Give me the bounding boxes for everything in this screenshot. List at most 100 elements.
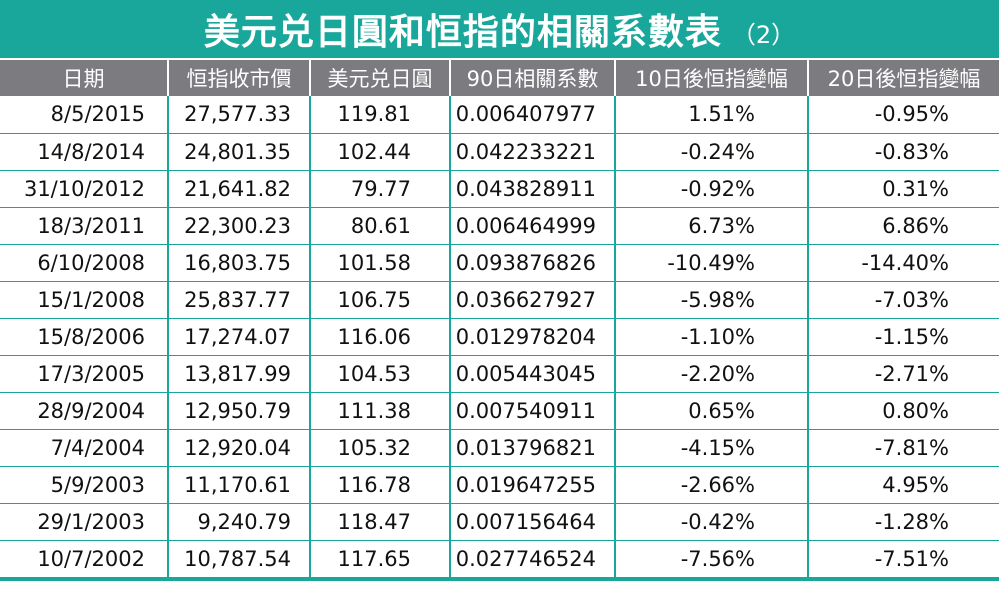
header-change-10d: 10日後恒指變幅 bbox=[615, 60, 809, 96]
cell-change-10d: -4.15% bbox=[615, 429, 809, 467]
cell-hsi-close: 24,801.35 bbox=[168, 133, 311, 171]
table-row: 15/1/2008 25,837.77 106.75 0.036627927 -5.98… bbox=[0, 281, 999, 319]
cell-correlation-90d: 0.042233221 bbox=[450, 133, 616, 171]
cell-change-10d: -5.98% bbox=[615, 281, 809, 319]
cell-usdjpy: 106.75 bbox=[310, 281, 451, 319]
cell-change-10d: -2.20% bbox=[615, 355, 809, 393]
cell-change-20d: -7.81% bbox=[808, 429, 999, 467]
cell-date: 7/4/2004 bbox=[0, 429, 169, 467]
cell-hsi-close: 9,240.79 bbox=[168, 503, 311, 541]
table-row: 8/5/2015 27,577.33 119.81 0.006407977 1.51% -… bbox=[0, 96, 999, 134]
table-row: 6/10/2008 16,803.75 101.58 0.093876826 -10.4… bbox=[0, 244, 999, 282]
cell-correlation-90d: 0.007540911 bbox=[450, 392, 616, 430]
cell-usdjpy: 104.53 bbox=[310, 355, 451, 393]
header-date: 日期 bbox=[0, 60, 169, 96]
header-correlation-90d: 90日相關系數 bbox=[450, 60, 616, 96]
cell-hsi-close: 10,787.54 bbox=[168, 540, 311, 578]
cell-change-10d: -10.49% bbox=[615, 244, 809, 282]
table-body: 8/5/2015 27,577.33 119.81 0.006407977 1.51% -… bbox=[0, 96, 999, 578]
cell-change-10d: 0.65% bbox=[615, 392, 809, 430]
table-subtitle: （2） bbox=[731, 20, 796, 49]
correlation-table: 日期 恒指收市價 美元兑日圓 90日相關系數 10日後恒指變幅 20日後恒指變幅… bbox=[0, 60, 999, 578]
cell-change-20d: -1.15% bbox=[808, 318, 999, 356]
table-header: 日期 恒指收市價 美元兑日圓 90日相關系數 10日後恒指變幅 20日後恒指變幅 bbox=[0, 60, 999, 96]
header-usdjpy: 美元兑日圓 bbox=[310, 60, 451, 96]
cell-date: 10/7/2002 bbox=[0, 540, 169, 578]
cell-correlation-90d: 0.006407977 bbox=[450, 96, 616, 134]
table-row: 17/3/2005 13,817.99 104.53 0.005443045 -2.20… bbox=[0, 355, 999, 393]
cell-hsi-close: 22,300.23 bbox=[168, 207, 311, 245]
cell-change-10d: -0.42% bbox=[615, 503, 809, 541]
cell-date: 15/1/2008 bbox=[0, 281, 169, 319]
cell-correlation-90d: 0.036627927 bbox=[450, 281, 616, 319]
cell-usdjpy: 80.61 bbox=[310, 207, 451, 245]
cell-usdjpy: 119.81 bbox=[310, 96, 451, 134]
cell-hsi-close: 12,920.04 bbox=[168, 429, 311, 467]
table-row: 14/8/2014 24,801.35 102.44 0.042233221 -0.24… bbox=[0, 133, 999, 171]
cell-change-20d: 0.80% bbox=[808, 392, 999, 430]
table-row: 7/4/2004 12,920.04 105.32 0.013796821 -4.15%… bbox=[0, 429, 999, 467]
cell-date: 8/5/2015 bbox=[0, 96, 169, 134]
table-row: 31/10/2012 21,641.82 79.77 0.043828911 -0.92… bbox=[0, 170, 999, 208]
cell-change-20d: -1.28% bbox=[808, 503, 999, 541]
bottom-rule bbox=[0, 577, 999, 581]
cell-correlation-90d: 0.013796821 bbox=[450, 429, 616, 467]
cell-date: 29/1/2003 bbox=[0, 503, 169, 541]
cell-change-10d: -0.92% bbox=[615, 170, 809, 208]
cell-date: 28/9/2004 bbox=[0, 392, 169, 430]
title-bar: 美元兑日圓和恒指的相關系數表 （2） bbox=[0, 0, 999, 58]
cell-change-10d: -2.66% bbox=[615, 466, 809, 504]
cell-correlation-90d: 0.027746524 bbox=[450, 540, 616, 578]
cell-hsi-close: 11,170.61 bbox=[168, 466, 311, 504]
cell-change-20d: 6.86% bbox=[808, 207, 999, 245]
cell-change-20d: 0.31% bbox=[808, 170, 999, 208]
cell-date: 5/9/2003 bbox=[0, 466, 169, 504]
table-row: 10/7/2002 10,787.54 117.65 0.027746524 -7.56… bbox=[0, 540, 999, 578]
table-row: 28/9/2004 12,950.79 111.38 0.007540911 0.65%… bbox=[0, 392, 999, 430]
header-row: 日期 恒指收市價 美元兑日圓 90日相關系數 10日後恒指變幅 20日後恒指變幅 bbox=[0, 60, 999, 96]
cell-usdjpy: 117.65 bbox=[310, 540, 451, 578]
cell-change-20d: -0.83% bbox=[808, 133, 999, 171]
cell-correlation-90d: 0.043828911 bbox=[450, 170, 616, 208]
cell-hsi-close: 21,641.82 bbox=[168, 170, 311, 208]
cell-change-20d: -0.95% bbox=[808, 96, 999, 134]
table-row: 29/1/2003 9,240.79 118.47 0.007156464 -0.42%… bbox=[0, 503, 999, 541]
cell-change-10d: -1.10% bbox=[615, 318, 809, 356]
cell-change-10d: -0.24% bbox=[615, 133, 809, 171]
table-row: 18/3/2011 22,300.23 80.61 0.006464999 6.73% 6… bbox=[0, 207, 999, 245]
cell-change-10d: -7.56% bbox=[615, 540, 809, 578]
cell-change-20d: -7.03% bbox=[808, 281, 999, 319]
cell-date: 14/8/2014 bbox=[0, 133, 169, 171]
table-row: 15/8/2006 17,274.07 116.06 0.012978204 -1.10… bbox=[0, 318, 999, 356]
cell-usdjpy: 79.77 bbox=[310, 170, 451, 208]
cell-change-20d: -14.40% bbox=[808, 244, 999, 282]
cell-usdjpy: 111.38 bbox=[310, 392, 451, 430]
cell-date: 6/10/2008 bbox=[0, 244, 169, 282]
header-hsi-close: 恒指收市價 bbox=[168, 60, 311, 96]
cell-date: 31/10/2012 bbox=[0, 170, 169, 208]
cell-date: 17/3/2005 bbox=[0, 355, 169, 393]
table-title: 美元兑日圓和恒指的相關系數表 bbox=[203, 12, 722, 53]
title-divider bbox=[0, 58, 999, 61]
cell-change-20d: 4.95% bbox=[808, 466, 999, 504]
header-change-20d: 20日後恒指變幅 bbox=[808, 60, 999, 96]
cell-usdjpy: 102.44 bbox=[310, 133, 451, 171]
cell-hsi-close: 13,817.99 bbox=[168, 355, 311, 393]
cell-hsi-close: 16,803.75 bbox=[168, 244, 311, 282]
cell-correlation-90d: 0.012978204 bbox=[450, 318, 616, 356]
cell-hsi-close: 17,274.07 bbox=[168, 318, 311, 356]
table-row: 5/9/2003 11,170.61 116.78 0.019647255 -2.66%… bbox=[0, 466, 999, 504]
cell-change-20d: -7.51% bbox=[808, 540, 999, 578]
cell-correlation-90d: 0.007156464 bbox=[450, 503, 616, 541]
cell-date: 18/3/2011 bbox=[0, 207, 169, 245]
cell-change-20d: -2.71% bbox=[808, 355, 999, 393]
cell-correlation-90d: 0.005443045 bbox=[450, 355, 616, 393]
cell-correlation-90d: 0.019647255 bbox=[450, 466, 616, 504]
cell-usdjpy: 116.78 bbox=[310, 466, 451, 504]
cell-correlation-90d: 0.093876826 bbox=[450, 244, 616, 282]
cell-usdjpy: 118.47 bbox=[310, 503, 451, 541]
cell-hsi-close: 25,837.77 bbox=[168, 281, 311, 319]
cell-hsi-close: 27,577.33 bbox=[168, 96, 311, 134]
cell-usdjpy: 105.32 bbox=[310, 429, 451, 467]
cell-usdjpy: 101.58 bbox=[310, 244, 451, 282]
